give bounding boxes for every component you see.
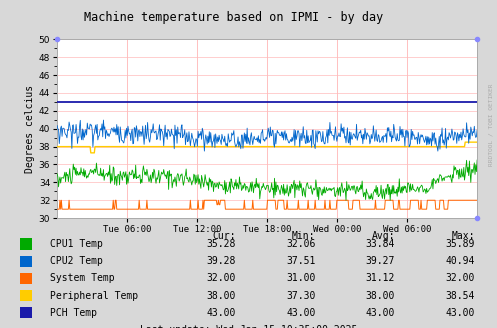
Y-axis label: Degrees celcius: Degrees celcius: [24, 85, 35, 173]
Text: Cur:: Cur:: [213, 231, 236, 241]
Text: 32.06: 32.06: [286, 239, 316, 249]
Text: Min:: Min:: [292, 231, 316, 241]
Text: 39.27: 39.27: [366, 256, 395, 266]
Text: PCH Temp: PCH Temp: [50, 308, 97, 318]
Text: CPU2 Temp: CPU2 Temp: [50, 256, 102, 266]
Text: 40.94: 40.94: [445, 256, 475, 266]
Text: 38.00: 38.00: [366, 291, 395, 300]
Text: 31.00: 31.00: [286, 274, 316, 283]
Text: Machine temperature based on IPMI - by day: Machine temperature based on IPMI - by d…: [84, 11, 383, 25]
Text: System Temp: System Temp: [50, 274, 114, 283]
Text: 43.00: 43.00: [286, 308, 316, 318]
Text: 43.00: 43.00: [366, 308, 395, 318]
Text: 33.84: 33.84: [366, 239, 395, 249]
Text: 37.30: 37.30: [286, 291, 316, 300]
Text: Avg:: Avg:: [372, 231, 395, 241]
Text: 37.51: 37.51: [286, 256, 316, 266]
Text: 35.89: 35.89: [445, 239, 475, 249]
Text: 38.00: 38.00: [207, 291, 236, 300]
Text: Max:: Max:: [451, 231, 475, 241]
Text: 39.28: 39.28: [207, 256, 236, 266]
Text: 38.54: 38.54: [445, 291, 475, 300]
Text: 43.00: 43.00: [207, 308, 236, 318]
Text: 31.12: 31.12: [366, 274, 395, 283]
Text: 32.00: 32.00: [207, 274, 236, 283]
Text: 43.00: 43.00: [445, 308, 475, 318]
Text: RRDTOOL / TOBI OETIKER: RRDTOOL / TOBI OETIKER: [489, 83, 494, 166]
Text: 32.00: 32.00: [445, 274, 475, 283]
Text: 35.28: 35.28: [207, 239, 236, 249]
Text: CPU1 Temp: CPU1 Temp: [50, 239, 102, 249]
Text: Peripheral Temp: Peripheral Temp: [50, 291, 138, 300]
Text: Last update: Wed Jan 15 10:35:00 2025: Last update: Wed Jan 15 10:35:00 2025: [140, 325, 357, 328]
